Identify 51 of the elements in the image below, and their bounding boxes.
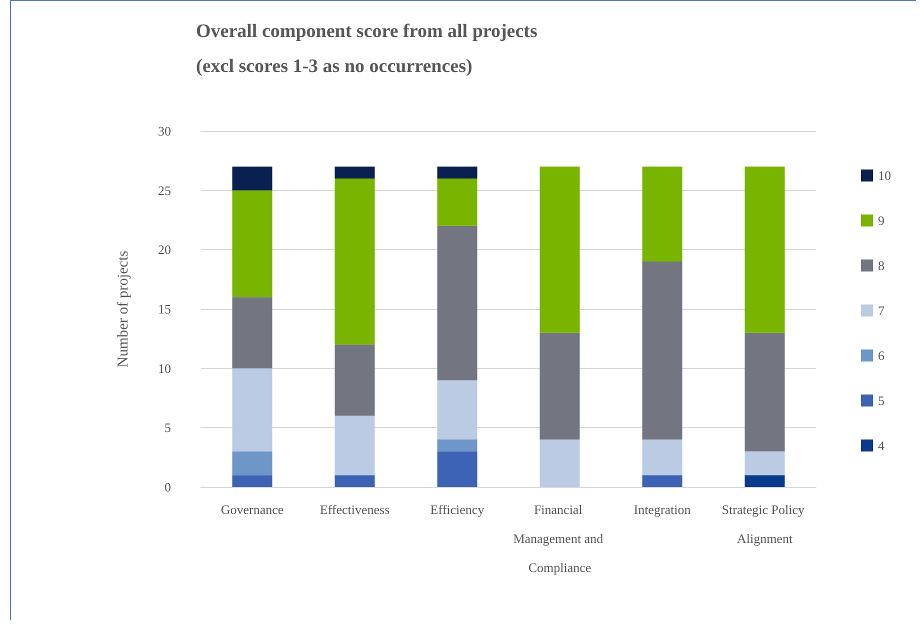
y-axis-title: Number of projects <box>116 250 132 368</box>
x-tick-label: Financial Management and Compliance <box>513 502 606 575</box>
y-tick-label: 20 <box>158 242 171 258</box>
bar <box>334 416 375 476</box>
bar <box>232 190 272 298</box>
bar <box>642 440 682 476</box>
x-tick-label: Efficiency <box>430 502 485 517</box>
y-tick-label: 0 <box>164 480 171 494</box>
x-tick-label: Effectiveness <box>320 502 390 517</box>
bar <box>437 380 478 440</box>
bar <box>437 451 478 487</box>
x-tick-label: Strategic Policy Alignment <box>722 502 808 546</box>
bar <box>232 475 272 487</box>
legend-label: 8 <box>878 258 884 273</box>
bar <box>540 166 580 333</box>
bar <box>232 166 272 190</box>
bar <box>744 475 785 487</box>
bar <box>744 166 785 333</box>
bar <box>232 368 272 452</box>
bar <box>540 440 580 487</box>
chart-title: Overall component score from all projects <box>196 21 538 42</box>
legend-label: 10 <box>878 168 891 183</box>
legend-label: 7 <box>878 303 885 318</box>
x-tick-label: Governance <box>220 502 284 517</box>
legend-label: 4 <box>878 438 885 453</box>
legend-label: 6 <box>878 348 885 363</box>
legend-label: 5 <box>878 393 884 408</box>
bar <box>232 297 272 368</box>
y-tick-label: 30 <box>158 124 171 138</box>
legend-label: 9 <box>878 213 884 228</box>
bar <box>437 166 478 178</box>
bar <box>744 451 785 476</box>
bar <box>744 332 785 452</box>
bar <box>334 475 375 487</box>
y-tick-label: 25 <box>158 182 171 198</box>
y-tick-label: 5 <box>164 420 171 436</box>
bar <box>540 332 580 440</box>
bar <box>642 475 682 487</box>
bar <box>334 166 375 178</box>
y-tick-label: 15 <box>158 302 171 316</box>
bar <box>232 451 272 476</box>
bar <box>334 178 375 345</box>
bar <box>642 262 682 440</box>
bar <box>642 166 682 262</box>
bar <box>437 178 478 226</box>
y-tick-label: 10 <box>158 360 171 376</box>
chart-subtitle: (excl scores 1-3 as no occurrences) <box>196 56 472 77</box>
x-tick-label: Integration <box>634 502 692 517</box>
bar <box>437 226 478 380</box>
bar <box>437 440 478 452</box>
bar <box>334 344 375 416</box>
